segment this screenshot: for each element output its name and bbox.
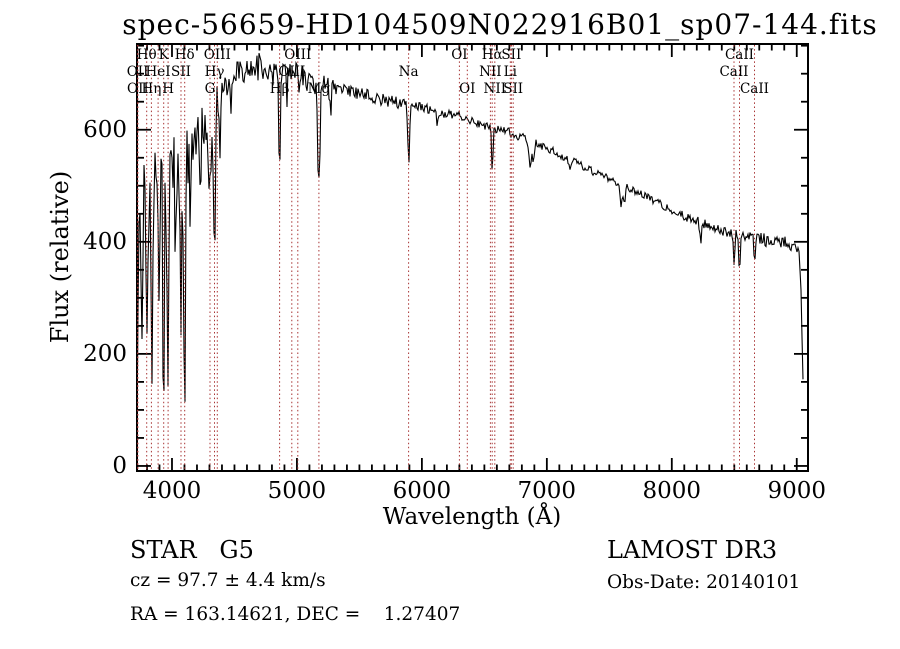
y-tick-label: 0: [112, 453, 127, 479]
y-tick-label: 600: [83, 116, 127, 143]
x-axis-label: Wavelength (Å): [382, 504, 562, 530]
spectral-line-label: Hθ: [136, 47, 157, 63]
spectral-line-label: SII: [171, 64, 191, 80]
spectral-line-label: OIII: [278, 64, 306, 80]
spectral-line-label: K: [158, 47, 169, 63]
spectrum-trace: [136, 52, 804, 423]
x-tick-label: 9000: [767, 478, 827, 504]
classification-text: STAR G5: [130, 536, 254, 564]
spectral-line-label: Na: [398, 64, 419, 80]
spectral-line-label: OI: [451, 47, 468, 63]
spectral-line-label: OIII: [203, 47, 231, 63]
spectral-line-label: Hγ: [204, 64, 225, 80]
spectral-line-label: Hη: [141, 81, 162, 97]
spectral-line-label: CaII: [724, 47, 755, 63]
spectral-line-label: HeI: [145, 64, 171, 80]
x-tick-label: 5000: [267, 478, 327, 504]
spectral-line-label: H: [162, 81, 174, 97]
plot-frame: [136, 43, 809, 472]
plot-title: spec-56659-HD104509N022916B01_sp07-144.f…: [122, 8, 878, 41]
x-tick-label: 8000: [642, 478, 702, 504]
survey-release-text: LAMOST DR3: [607, 536, 778, 564]
spectral-line-label: Hδ: [174, 47, 195, 63]
spectral-line-label: Hα: [481, 47, 503, 63]
spectral-line-label: OII: [126, 64, 149, 80]
spectral-line-label: CaII: [739, 81, 770, 97]
spectral-line-label: Hβ: [269, 81, 290, 97]
x-tick-label: 7000: [517, 478, 577, 504]
spectral-line-label: OIII: [284, 47, 312, 63]
spectral-line-label: CaII: [719, 64, 749, 80]
spectral-line-label: NII: [483, 81, 507, 97]
obs-date-text: Obs-Date: 20140101: [607, 572, 801, 593]
spectral-line-label: OII: [127, 81, 149, 97]
y-tick-label: 400: [83, 228, 127, 255]
spectral-line-label: G: [204, 81, 216, 97]
spectral-line-label: Mg: [307, 81, 331, 97]
x-tick-label: 6000: [392, 478, 452, 504]
spectral-line-label: NII: [479, 64, 502, 80]
spectral-line-label: SII: [503, 81, 524, 97]
ra-dec-text: RA = 163.14621, DEC = 1.27407: [130, 604, 461, 625]
radial-velocity-text: cz = 97.7 ± 4.4 km/s: [130, 570, 326, 591]
spectral-line-label: Li: [503, 64, 517, 80]
y-tick-label: 200: [83, 340, 127, 367]
spectral-line-label: SII: [501, 47, 522, 63]
spectral-line-label: OI: [459, 81, 476, 97]
x-tick-label: 4000: [142, 478, 202, 504]
